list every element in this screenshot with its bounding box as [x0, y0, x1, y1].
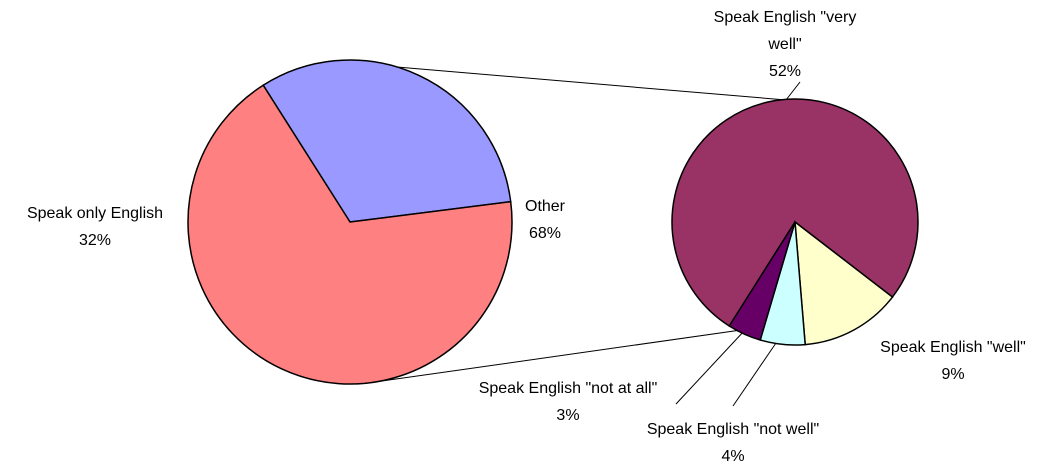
label-value: 68%	[528, 225, 562, 242]
slice-label: Other 68%	[525, 193, 565, 247]
slice-label: Speak English "very well" 52%	[700, 4, 870, 85]
slice-label: Speak only English 32%	[27, 200, 163, 254]
pie-slice	[794, 220, 894, 346]
slice-label: Speak English "well" 9%	[880, 334, 1026, 388]
leader-line	[675, 329, 746, 405]
slice-label: Speak English "not at all" 3%	[479, 375, 658, 429]
label-text: Speak English "very well"	[713, 9, 857, 53]
pie-slice	[187, 84, 513, 385]
label-value: 3%	[556, 407, 580, 424]
leader-line	[785, 81, 801, 101]
connector-line	[367, 328, 749, 384]
label-text: Speak English "well"	[880, 339, 1026, 356]
pie-slice	[728, 221, 796, 341]
connector-line	[384, 65, 787, 101]
label-text: Speak English "not well"	[646, 421, 820, 438]
slice-label: Speak English "not well" 4%	[647, 416, 819, 466]
label-value: 9%	[941, 366, 965, 383]
label-text: Other	[524, 198, 566, 215]
label-value: 32%	[78, 232, 112, 249]
label-text: Speak English "not at all"	[478, 380, 658, 397]
label-text: Speak only English	[26, 205, 164, 222]
label-value: 4%	[721, 448, 745, 465]
leader-line	[732, 342, 777, 407]
label-value: 52%	[768, 63, 802, 80]
